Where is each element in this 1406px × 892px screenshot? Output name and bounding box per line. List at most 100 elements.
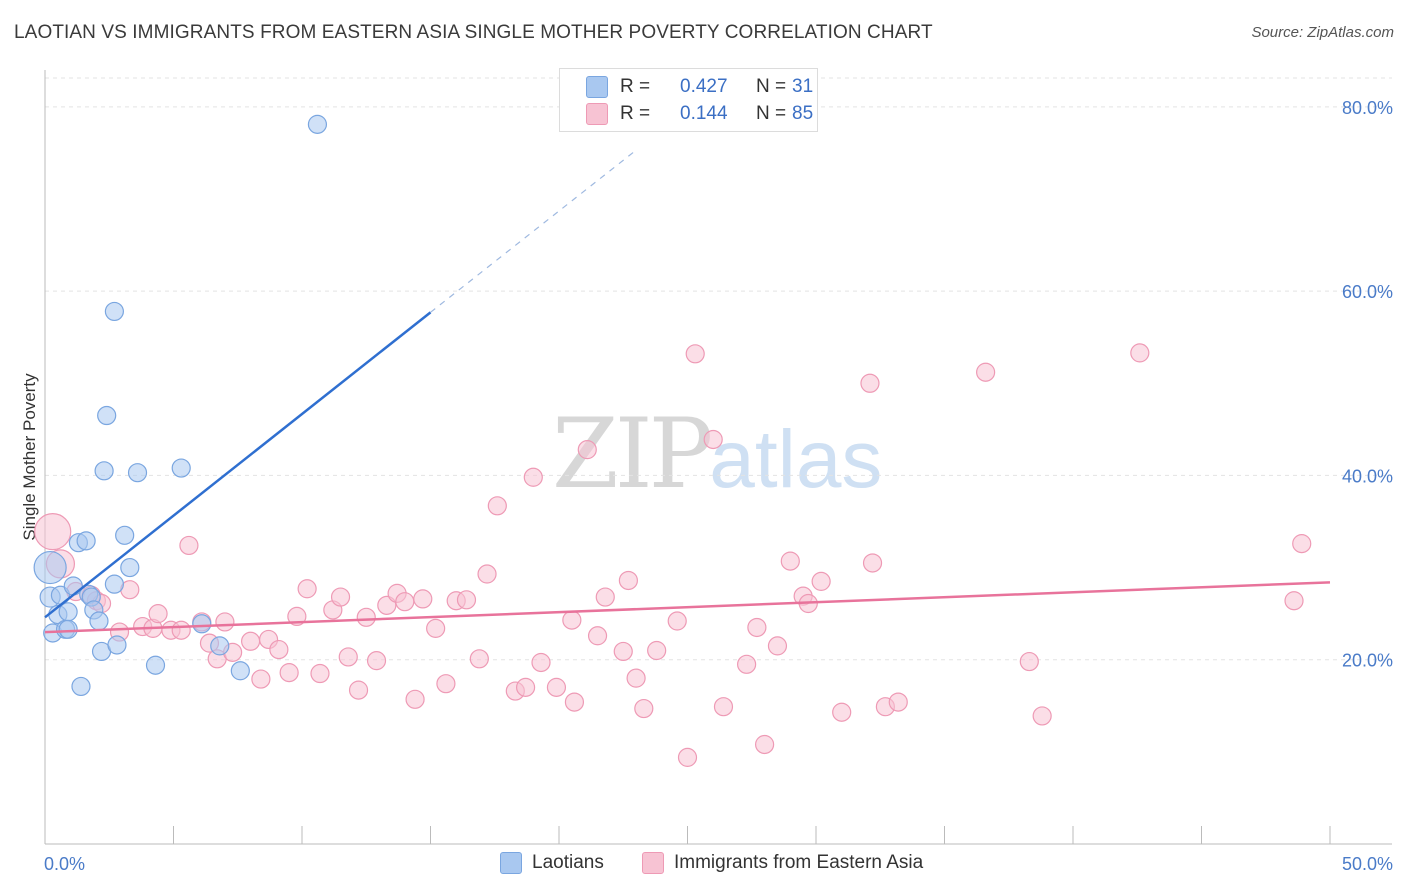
immigrant-point [330, 587, 351, 607]
immigrant-point [677, 747, 698, 767]
legend-r-label: R = [620, 103, 651, 124]
immigrant-point [523, 467, 543, 487]
legend-swatch-laotians [500, 852, 522, 874]
immigrant-point [297, 579, 317, 599]
immigrant-point [34, 513, 72, 551]
legend-swatch-immigrants [586, 103, 608, 125]
legend-swatch-laotians [586, 76, 608, 98]
laotian-trendline [44, 311, 432, 619]
laotian-point [104, 301, 124, 322]
legend-n-value: 31 [792, 76, 814, 97]
legend-label-laotians: Laotians [532, 852, 604, 873]
series-legend: Laotians Immigrants from Eastern Asia [0, 852, 1406, 878]
laotian-point [115, 525, 135, 545]
laotian-point [107, 635, 127, 655]
y-axis-label: Single Mother Poverty [20, 373, 39, 541]
y-tick-label: 60.0% [1342, 282, 1393, 302]
immigrant-point [395, 592, 415, 612]
immigrant-point [767, 636, 788, 656]
laotian-point [58, 619, 78, 639]
source-label: Source: ZipAtlas.com [1251, 24, 1394, 41]
immigrant-point [356, 607, 376, 627]
immigrant-point [667, 611, 687, 631]
immigrant-point [754, 734, 775, 755]
immigrant-point [269, 639, 289, 660]
immigrant-point [348, 680, 369, 700]
immigrant-point [487, 496, 507, 516]
legend-item-immigrants[interactable]: Immigrants from Eastern Asia [642, 852, 923, 874]
laotian-point [192, 614, 212, 634]
immigrant-point [747, 617, 767, 638]
immigrant-point [1130, 343, 1150, 363]
immigrant-point [469, 649, 489, 669]
y-tick-label: 80.0% [1342, 98, 1393, 118]
laotian-point [33, 550, 67, 585]
laotian-point [307, 114, 328, 134]
immigrant-point [780, 551, 800, 571]
immigrant-point [1284, 591, 1304, 611]
immigrant-point [215, 612, 235, 632]
y-tick-label: 40.0% [1342, 466, 1393, 486]
immigrant-point [562, 610, 582, 630]
immigrant-point [1292, 534, 1312, 554]
legend-r-value: 0.427 [680, 76, 728, 97]
immigrant-point [888, 692, 908, 712]
immigrant-trendline [44, 581, 1331, 634]
laotian-point [127, 463, 148, 483]
immigrant-point [737, 654, 757, 674]
legend-swatch-immigrants [642, 852, 664, 874]
immigrant-point [713, 697, 734, 717]
immigrant-point [413, 589, 433, 609]
laotian-point [171, 458, 191, 478]
x-tick-label: 50.0% [1342, 854, 1393, 874]
immigrant-point [613, 641, 633, 662]
laotian-point [89, 611, 109, 631]
immigrant-point [685, 344, 705, 364]
immigrant-point [546, 677, 567, 697]
stats-legend: R = 0.427 N = 31 R = 0.144 N = 85 [559, 68, 818, 132]
y-tick-label: 20.0% [1342, 651, 1393, 671]
immigrant-point [366, 651, 387, 671]
laotian-point [97, 405, 117, 426]
immigrant-point [310, 663, 330, 684]
laotian-point [94, 461, 114, 481]
immigrant-point [477, 564, 497, 584]
immigrant-point [279, 663, 299, 683]
legend-item-laotians[interactable]: Laotians [500, 852, 604, 874]
immigrant-point [456, 590, 477, 610]
immigrant-point [634, 698, 654, 719]
immigrant-point [626, 668, 646, 688]
legend-label-immigrants: Immigrants from Eastern Asia [674, 852, 924, 873]
immigrant-point [1019, 651, 1039, 672]
immigrant-point [148, 604, 168, 624]
immigrant-point [436, 674, 456, 694]
laotian-trendline-extension [430, 149, 637, 313]
immigrant-point [1032, 706, 1052, 726]
laotian-point [230, 661, 250, 681]
immigrant-point [564, 692, 585, 712]
x-tick-label: 0.0% [44, 854, 85, 874]
immigrant-point [832, 702, 852, 722]
laotian-point [76, 531, 96, 551]
immigrant-point [241, 631, 261, 651]
legend-n-label: N = [756, 76, 787, 97]
immigrant-point [976, 362, 996, 382]
laotian-point [145, 655, 166, 675]
immigrant-point [531, 652, 551, 673]
chart-title: LAOTIAN VS IMMIGRANTS FROM EASTERN ASIA … [14, 22, 933, 43]
immigrant-point [577, 440, 597, 460]
laotian-point [120, 557, 140, 578]
immigrant-point [587, 626, 608, 646]
legend-r-label: R = [620, 76, 651, 97]
immigrant-point [426, 618, 446, 638]
legend-n-value: 85 [792, 103, 814, 124]
legend-r-value: 0.144 [680, 103, 728, 124]
immigrant-point [811, 571, 831, 591]
immigrant-point [179, 535, 199, 556]
immigrant-point [171, 620, 191, 640]
immigrant-point [595, 587, 615, 607]
immigrant-point [405, 689, 425, 709]
immigrant-point [860, 373, 880, 393]
immigrant-point [251, 669, 271, 689]
